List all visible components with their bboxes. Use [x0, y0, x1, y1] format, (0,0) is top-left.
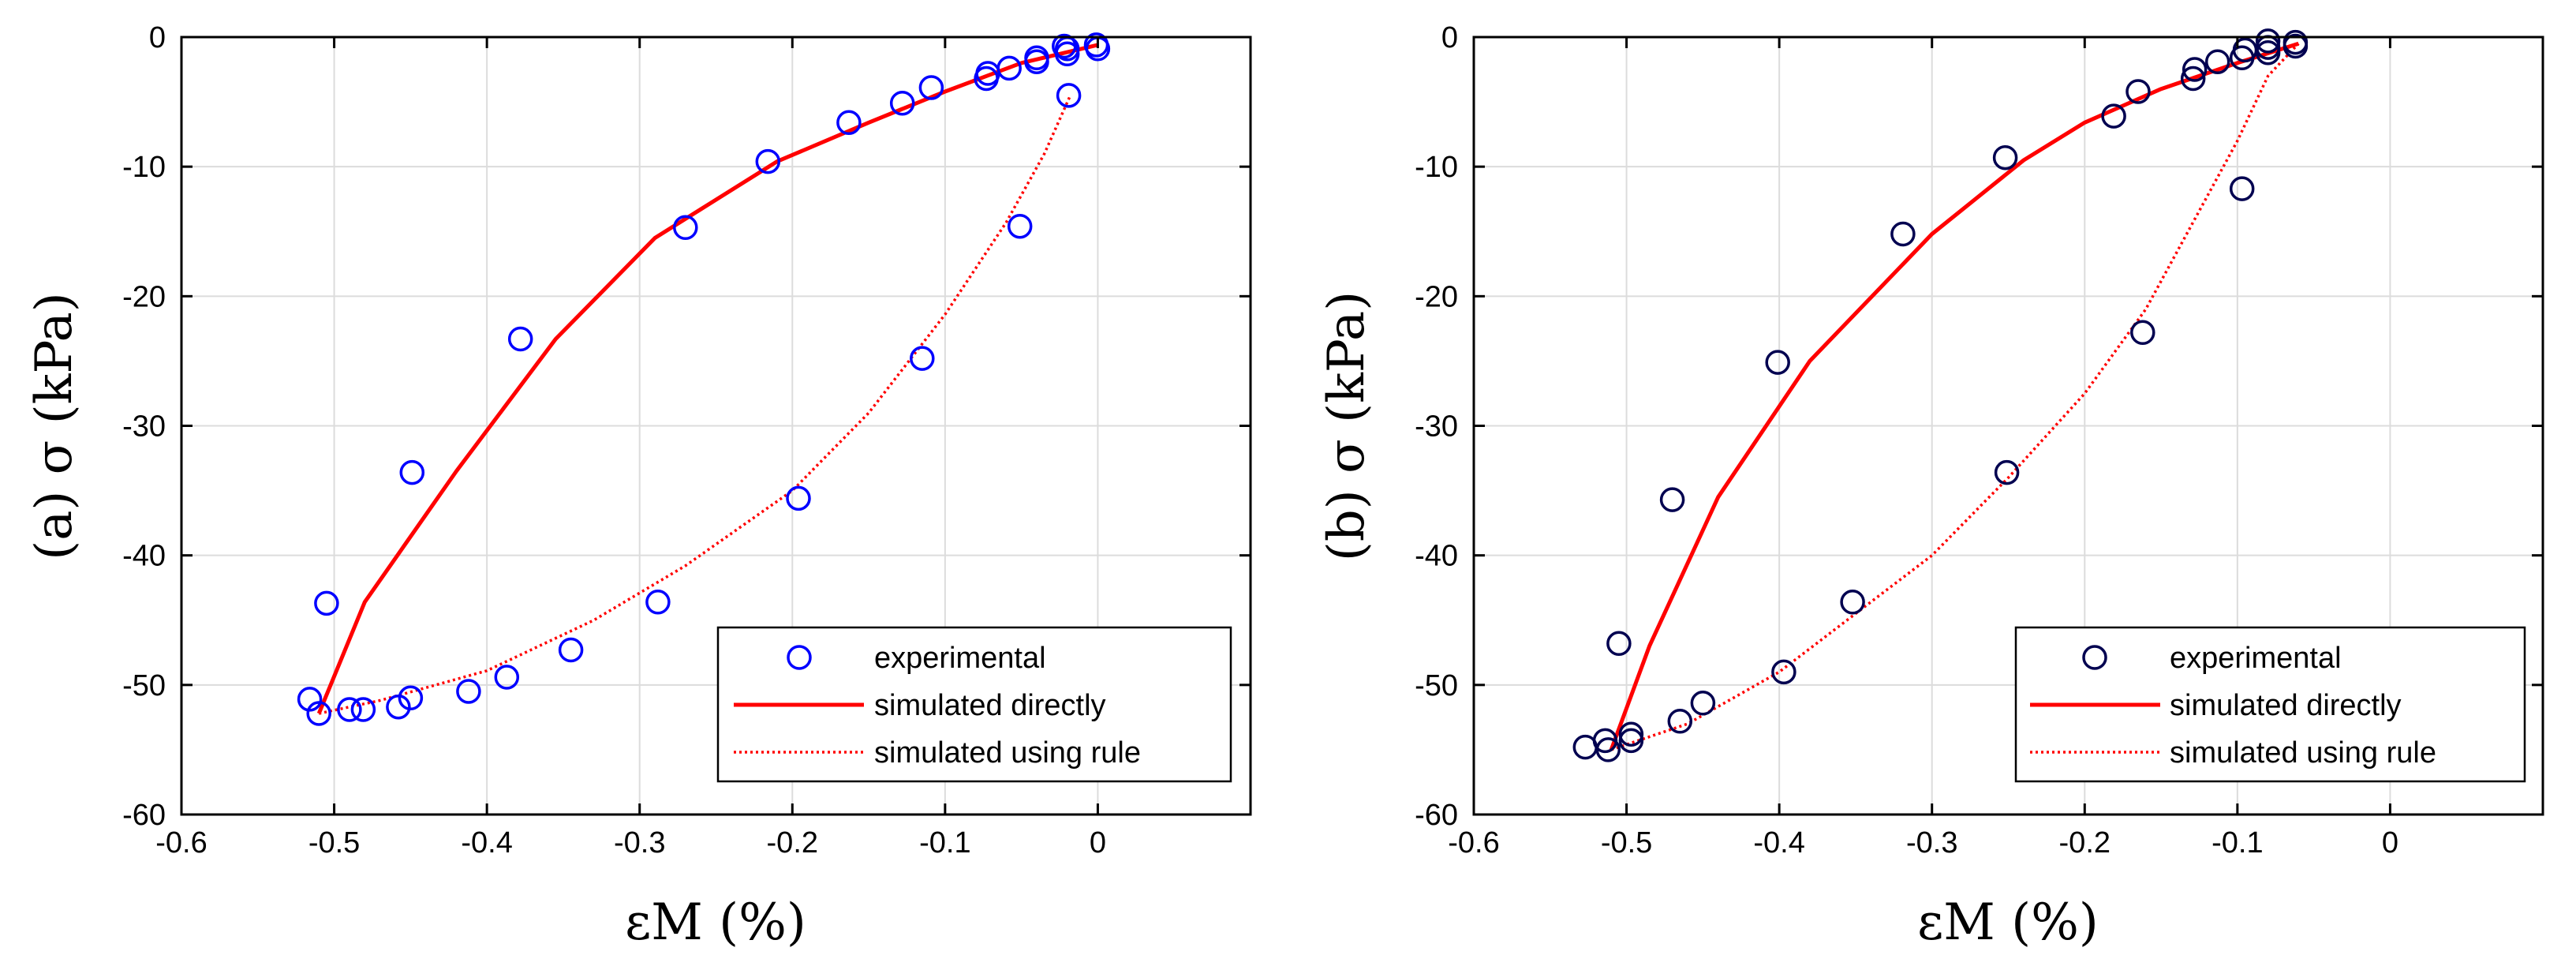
x-tick-label: -0.5: [308, 826, 360, 860]
legend-b: experimental simulated directly simulate…: [2014, 626, 2526, 783]
data-point-a: [456, 679, 481, 704]
y-tick-label: -60: [1415, 799, 1458, 832]
x-tick-label: -0.5: [1601, 826, 1652, 860]
legend-label-experimental-b: experimental: [2170, 642, 2342, 675]
x-tick-label: -0.3: [614, 826, 665, 860]
data-point-b: [1618, 721, 1644, 747]
ticks-a: -0.6 -0.5 -0.4 -0.3 -0.2 -0.1 0 0 -10 -20 -30 -40 -5…: [122, 21, 1251, 860]
chart-panel-a: -0.6 -0.5 -0.4 -0.3 -0.2 -0.1 0 0 -10 -20 -30 -40 -5…: [25, 21, 1252, 952]
ticks-b: -0.6 -0.5 -0.4 -0.3 -0.2 -0.1 0 0 -10 -20 -30 -40 -5…: [1415, 21, 2543, 860]
chart-panel-b: -0.6 -0.5 -0.4 -0.3 -0.2 -0.1 0 0 -10 -20 -30 -40 -5…: [1318, 21, 2544, 952]
x-tick-label: -0.2: [2059, 826, 2111, 860]
legend-label-experimental-a: experimental: [874, 642, 1046, 675]
data-point-b: [1606, 631, 1632, 657]
data-point-b: [2182, 57, 2208, 82]
series-line-simulated-directly-b: [1609, 41, 2300, 751]
y-axis-label-a: (a) σ (kPa): [25, 292, 84, 560]
y-tick-label: -30: [1415, 410, 1458, 444]
x-tick-label: 0: [1090, 826, 1106, 860]
data-point-a: [673, 215, 698, 241]
legend-label-rule-b: simulated using rule: [2170, 736, 2436, 770]
data-point-a: [306, 701, 331, 726]
data-point-a: [889, 90, 915, 116]
data-point-a: [399, 459, 425, 485]
data-point-b: [2255, 28, 2281, 54]
data-point-b: [1765, 350, 1790, 375]
data-point-a: [350, 697, 376, 722]
data-point-b: [2180, 66, 2206, 92]
data-point-b: [2130, 320, 2155, 346]
data-point-b: [1992, 144, 2018, 170]
y-tick-label: -20: [1415, 280, 1458, 313]
data-point-b: [2229, 176, 2255, 201]
legend-label-rule-a: simulated using rule: [874, 736, 1141, 770]
x-axis-label-a: εM (%): [625, 893, 806, 952]
x-tick-label: -0.3: [1906, 826, 1957, 860]
data-point-a: [1007, 213, 1033, 239]
x-tick-label: 0: [2382, 826, 2398, 860]
y-tick-label: -60: [122, 799, 166, 832]
data-point-b: [1771, 659, 1796, 685]
data-point-b: [2204, 49, 2230, 74]
series-a: [297, 32, 1111, 726]
data-point-b: [2101, 103, 2126, 129]
data-point-a: [918, 75, 944, 100]
data-point-b: [2125, 79, 2151, 104]
data-point-b: [2229, 45, 2255, 71]
data-point-a: [1052, 33, 1077, 59]
x-tick-label: -0.1: [2211, 826, 2263, 860]
y-tick-label: -30: [122, 410, 166, 444]
legend-a: experimental simulated directly simulate…: [716, 626, 1232, 783]
data-point-a: [910, 346, 935, 371]
x-tick-label: -0.1: [919, 826, 970, 860]
data-point-b: [1890, 221, 1916, 247]
series-line-simulated-directly-a: [316, 43, 1098, 714]
data-point-a: [645, 590, 671, 615]
y-tick-label: -50: [122, 669, 166, 702]
data-point-a: [337, 697, 362, 722]
x-tick-label: -0.2: [767, 826, 818, 860]
data-point-a: [786, 485, 811, 511]
data-point-a: [494, 665, 520, 690]
y-tick-label: -50: [1415, 669, 1458, 702]
y-tick-label: 0: [1441, 21, 1458, 54]
data-point-b: [1690, 691, 1716, 716]
data-point-b: [2283, 33, 2309, 59]
x-axis-label-b: εM (%): [1917, 893, 2099, 952]
y-axis-label-b: (b) σ (kPa): [1318, 291, 1376, 561]
y-tick-label: -40: [122, 540, 166, 573]
y-tick-label: -10: [1415, 151, 1458, 184]
data-point-a: [314, 590, 339, 616]
data-point-b: [1618, 728, 1644, 754]
data-point-a: [836, 110, 862, 136]
data-point-a: [558, 637, 584, 663]
y-tick-label: -40: [1415, 540, 1458, 573]
series-b: [1572, 28, 2309, 762]
x-tick-label: -0.4: [1753, 826, 1804, 860]
data-point-a: [507, 326, 533, 352]
data-point-a: [974, 66, 999, 92]
y-tick-label: 0: [149, 21, 166, 54]
data-point-b: [1667, 709, 1693, 734]
legend-label-direct-b: simulated directly: [2170, 689, 2402, 722]
data-point-a: [1056, 83, 1082, 108]
legend-label-direct-a: simulated directly: [874, 689, 1106, 722]
data-point-b: [1659, 487, 1685, 512]
data-point-b: [1595, 737, 1621, 762]
data-point-a: [398, 685, 424, 711]
x-tick-label: -0.4: [461, 826, 512, 860]
legend-marker-experimental-a: [787, 645, 812, 670]
x-tick-label: -0.6: [1448, 826, 1499, 860]
data-point-a: [755, 148, 781, 174]
y-tick-label: -10: [122, 151, 166, 184]
data-point-b: [1994, 459, 2020, 485]
y-tick-label: -20: [122, 280, 166, 313]
legend-marker-experimental-b: [2082, 645, 2107, 670]
data-point-a: [1024, 49, 1049, 74]
x-tick-label: -0.6: [155, 826, 207, 860]
data-point-b: [1840, 590, 1865, 615]
